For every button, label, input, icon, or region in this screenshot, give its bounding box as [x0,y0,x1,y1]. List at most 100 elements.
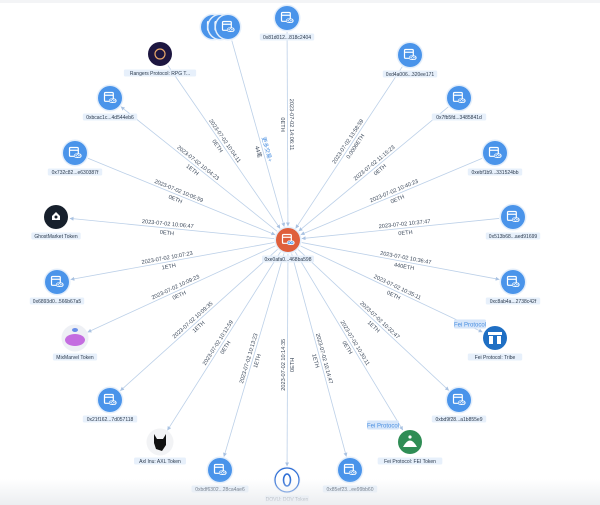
graph-node[interactable]: Axl Inu: AXL Token [134,428,186,465]
edge-label: 2023-07-02 13:58:590.0006ETH [332,119,367,166]
ghostmarket-token-icon [44,205,68,229]
transaction-edge[interactable] [69,216,275,240]
node-label: MixMarvel Token [56,355,94,361]
transaction-edge[interactable] [285,31,290,227]
edge-amount: 0ETH [167,194,183,205]
transaction-edge[interactable] [300,158,483,235]
graph-node[interactable]: 0x513b68...aed91699 [485,203,541,240]
edge-date: 2023-07-02 11:15:23 [353,145,396,183]
edge-amount: 0ETH [159,230,174,237]
graph-node[interactable]: MixMarvel Token [52,324,98,361]
edge-date: 2023-07-02 10:14:35 [281,339,287,391]
transaction-edge[interactable] [87,245,276,333]
transaction-edge[interactable] [223,253,285,457]
node-label: Rangers Protocol: RPG T... [130,71,190,77]
node-label: 0x81d012...818c2404 [263,35,311,41]
transaction-edge[interactable] [231,40,286,227]
graph-node[interactable]: 0xc8ab4a...2738c42f [485,268,541,305]
wallet-link-icon [481,139,509,167]
transaction-edge[interactable] [167,65,281,229]
transaction-edge[interactable] [291,253,348,457]
transaction-edge[interactable] [120,106,278,232]
transaction-edge[interactable] [300,245,483,333]
tribe-token-icon [483,326,507,350]
more-transactions-link[interactable]: 更多交易+ [260,136,275,163]
node-label: 0x732c82...e630387f [52,170,99,176]
graph-node[interactable]: Fei Protocol: FEI Token Fei Protocol [367,420,443,465]
edge-amount: 0ETH [279,117,285,131]
graph-node[interactable]: 0x6893d0...566b67a5 [29,268,85,305]
transaction-edge[interactable] [301,242,500,281]
node-label: Fei Protocol: Tribe [475,355,516,361]
node-label: 0xe0afa0...468ba598 [265,257,312,263]
transaction-edge[interactable] [120,249,278,391]
center-node[interactable]: 0xe0afa0...468ba598 [262,226,314,263]
graph-node[interactable]: 0xebf1b9...331524bb [467,139,523,176]
node-label: 0xd4a006...320ee171 [386,72,435,78]
node-label: 0xbd9f28...a1b855e9 [436,417,483,423]
graph-node[interactable]: 0x7fb5fd...3485841d [431,84,487,121]
edge-amount: 0ETH [398,230,413,237]
wallet-link-icon [96,386,124,414]
transaction-edge[interactable] [298,106,449,232]
wallet-link-icon [199,13,242,41]
node-label: 0x6893d0...566b67a5 [33,299,82,305]
graph-node[interactable]: 0x732c82...e630387f [47,139,103,176]
node-label: 0x513b68...aed91699 [489,234,538,240]
graph-node[interactable]: Fei Protocol: Tribe Fei Protocol [454,319,523,361]
edge-amount: 0ETH [290,358,296,372]
graph-node[interactable]: 0x81d012...818c2404 [259,4,315,41]
wallet-link-icon [43,268,71,296]
node-label: Fei Protocol: FEI Token [384,459,436,465]
graph-node[interactable]: 0xbd9f28...a1b855e9 [431,386,487,423]
entity-tag: Fei Protocol [454,323,486,329]
graph-node[interactable]: Rangers Protocol: RPG T... [123,42,197,77]
transaction-edge[interactable] [285,253,290,467]
edge-amount: 1ETH [161,263,176,271]
edge-amount: 440ETH [393,262,414,272]
transaction-edge[interactable] [294,251,404,431]
wallet-link-icon [273,4,301,32]
rangers-token-icon [148,42,172,66]
wallet-link-icon [445,386,473,414]
graph-node[interactable]: 0x21f162...7d057118 [82,386,138,423]
transaction-edge[interactable] [167,251,281,431]
wallet-link-icon [61,139,89,167]
wallet-link-icon [396,41,424,69]
fei-token-icon [398,430,422,454]
wallet-link-icon [206,456,234,484]
edge-amount: 1ETH [310,353,320,368]
edge-date: 2023-07-02 10:32:47 [358,301,400,341]
node-label: 0x21f162...7d057118 [87,417,134,423]
transaction-edge[interactable] [87,157,276,236]
graph-node[interactable]: GhostMarket Token [31,205,81,240]
wallet-link-icon [96,84,124,112]
transaction-edge[interactable] [301,218,500,241]
graph-node[interactable] [199,13,242,41]
graph-node[interactable]: 0xd4a006...320ee171 [382,41,438,78]
transaction-edge[interactable] [295,66,403,229]
graph-node[interactable]: 0xbcac1c...4d544eb6 [82,84,138,121]
edge-amount: 0ETH [172,290,188,301]
transaction-edge[interactable] [70,242,275,281]
transaction-edge[interactable] [297,249,450,391]
node-label: 0x7fb5fd...3485841d [436,115,482,121]
edge-date: 2023-07-02 14:06:11 [288,99,294,151]
wallet-link-icon [336,456,364,484]
node-label: Axl Inu: AXL Token [139,459,181,465]
entity-tag: Fei Protocol [367,424,399,430]
axl-token-icon [146,428,174,456]
